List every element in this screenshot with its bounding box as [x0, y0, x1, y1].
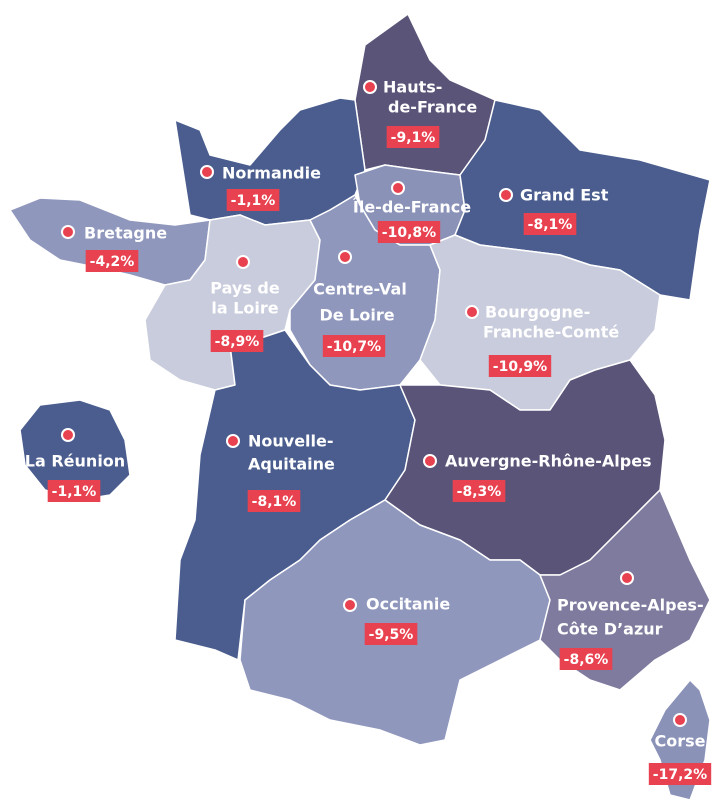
region-label: -8,3%: [457, 484, 502, 500]
region-shape: [539, 489, 711, 691]
region-name: la Loire: [211, 299, 278, 318]
label-box: [648, 763, 712, 785]
region-label: -10,8%: [382, 225, 436, 241]
label-box: [377, 221, 441, 243]
region-dot: [338, 250, 352, 264]
region-label: -10,9%: [493, 359, 547, 375]
region-name: Nouvelle-: [248, 432, 334, 451]
region-name: De Loire: [319, 306, 394, 325]
region-name: Hauts-: [383, 78, 442, 97]
region-dot: [465, 305, 479, 319]
region-label: -9,1%: [391, 130, 436, 146]
region-dot: [620, 571, 634, 585]
label-box: [226, 189, 280, 211]
region-dot: [200, 165, 214, 179]
region-name: Bretagne: [84, 224, 167, 243]
label-box: [210, 330, 264, 352]
label-box: [559, 648, 613, 670]
label-box: [247, 490, 301, 512]
region-name: Occitanie: [366, 595, 450, 614]
region-name: Normandie: [222, 164, 321, 183]
region-dot: [391, 181, 405, 195]
region-dot: [499, 188, 513, 202]
region-dot: [61, 428, 75, 442]
region-name: Grand Est: [520, 186, 609, 205]
region-name: Pays de: [210, 279, 280, 298]
label-box: [322, 335, 386, 357]
region-dot: [423, 454, 437, 468]
region-name: Provence-Alpes-: [557, 596, 704, 615]
region-label: -1,1%: [231, 193, 276, 209]
region-name: Côte D’azur: [557, 620, 663, 639]
region-name: Franche-Comté: [483, 323, 619, 342]
region-dot: [61, 225, 75, 239]
region-label: -8,1%: [528, 217, 573, 233]
label-box: [364, 623, 418, 645]
region-name: de-France: [388, 98, 477, 117]
region-name: Bourgogne-: [485, 303, 590, 322]
region-label: -9,5%: [369, 627, 414, 643]
region-dot: [363, 80, 377, 94]
region-label: -8,9%: [215, 334, 260, 350]
label-box: [386, 126, 440, 148]
region-dot: [226, 434, 240, 448]
label-box: [452, 480, 506, 502]
region-label: -1,1%: [52, 484, 97, 500]
region-label: -4,2%: [90, 254, 135, 270]
region-name: Corse: [655, 732, 706, 751]
region-shape: [19, 399, 131, 501]
label-box: [47, 480, 101, 502]
region-name: La Réunion: [25, 452, 125, 471]
region-dot: [673, 713, 687, 727]
region-dot: [343, 598, 357, 612]
region-label: -17,2%: [653, 767, 707, 783]
label-box: [488, 355, 552, 377]
region-name: Auvergne-Rhône-Alpes: [445, 452, 652, 471]
region-name: Aquitaine: [248, 455, 335, 474]
label-box: [523, 213, 577, 235]
label-box: [85, 250, 139, 272]
region-dot: [236, 255, 250, 269]
regions: [9, 13, 711, 801]
region-name: Île-de-France: [353, 198, 471, 217]
region-label: -8,1%: [252, 494, 297, 510]
region-name: Centre-Val: [313, 280, 407, 299]
region-label: -10,7%: [327, 339, 381, 355]
region-label: -8,6%: [564, 652, 609, 668]
